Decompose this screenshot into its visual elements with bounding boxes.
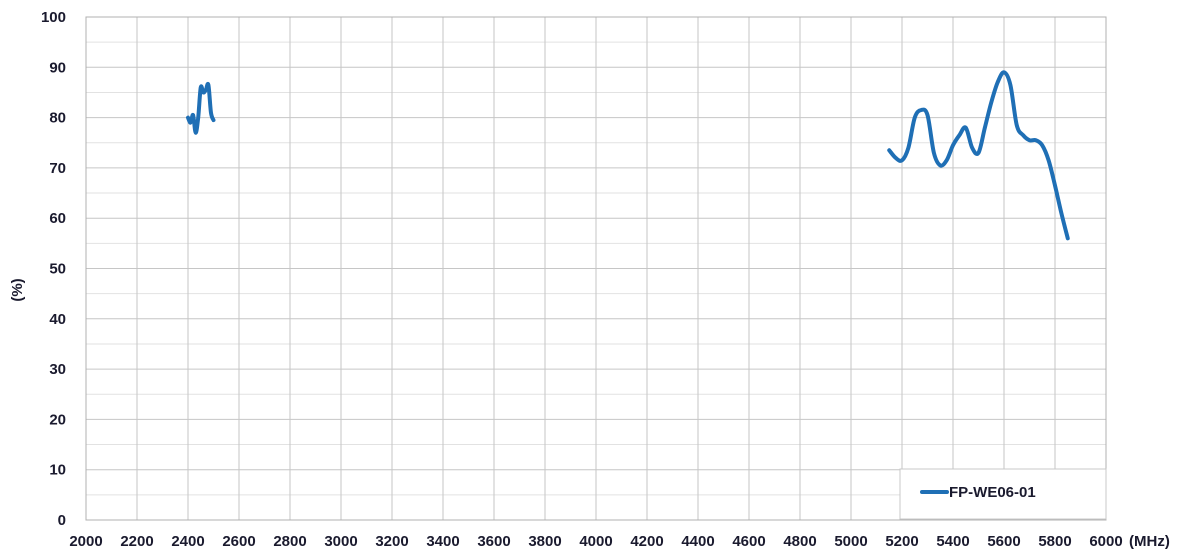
x-tick-label: 3200	[375, 533, 408, 550]
x-tick-label: 6000	[1089, 533, 1122, 550]
y-tick-label: 20	[49, 411, 66, 428]
y-tick-label: 90	[49, 59, 66, 76]
x-tick-label: 5600	[987, 533, 1020, 550]
x-tick-label: 4200	[630, 533, 663, 550]
x-tick-label: 2200	[120, 533, 153, 550]
series-line-segment	[186, 81, 216, 135]
x-tick-labels: 2000 2200 2400 2600 2800 3000 3200 3400 3600 3800…	[69, 533, 1122, 550]
x-tick-label: 5000	[834, 533, 867, 550]
legend: FP-WE06-01	[899, 468, 1107, 520]
x-tick-label: 3400	[426, 533, 459, 550]
x-axis-label: (MHz)	[1129, 533, 1170, 550]
y-tick-label: 40	[49, 311, 66, 328]
y-tick-label: 0	[58, 512, 66, 529]
x-tick-label: 2800	[273, 533, 306, 550]
x-tick-label: 5400	[936, 533, 969, 550]
y-tick-label: 100	[41, 9, 66, 26]
x-tick-label: 5800	[1038, 533, 1071, 550]
y-axis-label: (%)	[9, 278, 26, 301]
x-tick-label: 3600	[477, 533, 510, 550]
y-tick-labels: 0 10 20 30 40 50 60 70 80 90 100	[41, 9, 66, 529]
grid	[85, 16, 1107, 521]
legend-entry-fp-we06-01: FP-WE06-01	[949, 484, 1036, 501]
y-tick-label: 50	[49, 261, 66, 278]
series-layer	[186, 70, 1070, 241]
x-tick-label: 3800	[528, 533, 561, 550]
plot-frame	[85, 16, 1107, 521]
y-tick-label: 80	[49, 110, 66, 127]
x-tick-label: 5200	[885, 533, 918, 550]
series-line-segment	[887, 70, 1070, 241]
y-tick-label: 10	[49, 462, 66, 479]
x-tick-label: 2400	[171, 533, 204, 550]
y-tick-label: 60	[49, 210, 66, 227]
x-tick-label: 4000	[579, 533, 612, 550]
x-tick-label: 2000	[69, 533, 102, 550]
x-tick-label: 2600	[222, 533, 255, 550]
x-tick-label: 4600	[732, 533, 765, 550]
y-tick-label: 70	[49, 160, 66, 177]
x-tick-label: 4800	[783, 533, 816, 550]
y-tick-label: 30	[49, 361, 66, 378]
x-tick-label: 4400	[681, 533, 714, 550]
x-tick-label: 3000	[324, 533, 357, 550]
